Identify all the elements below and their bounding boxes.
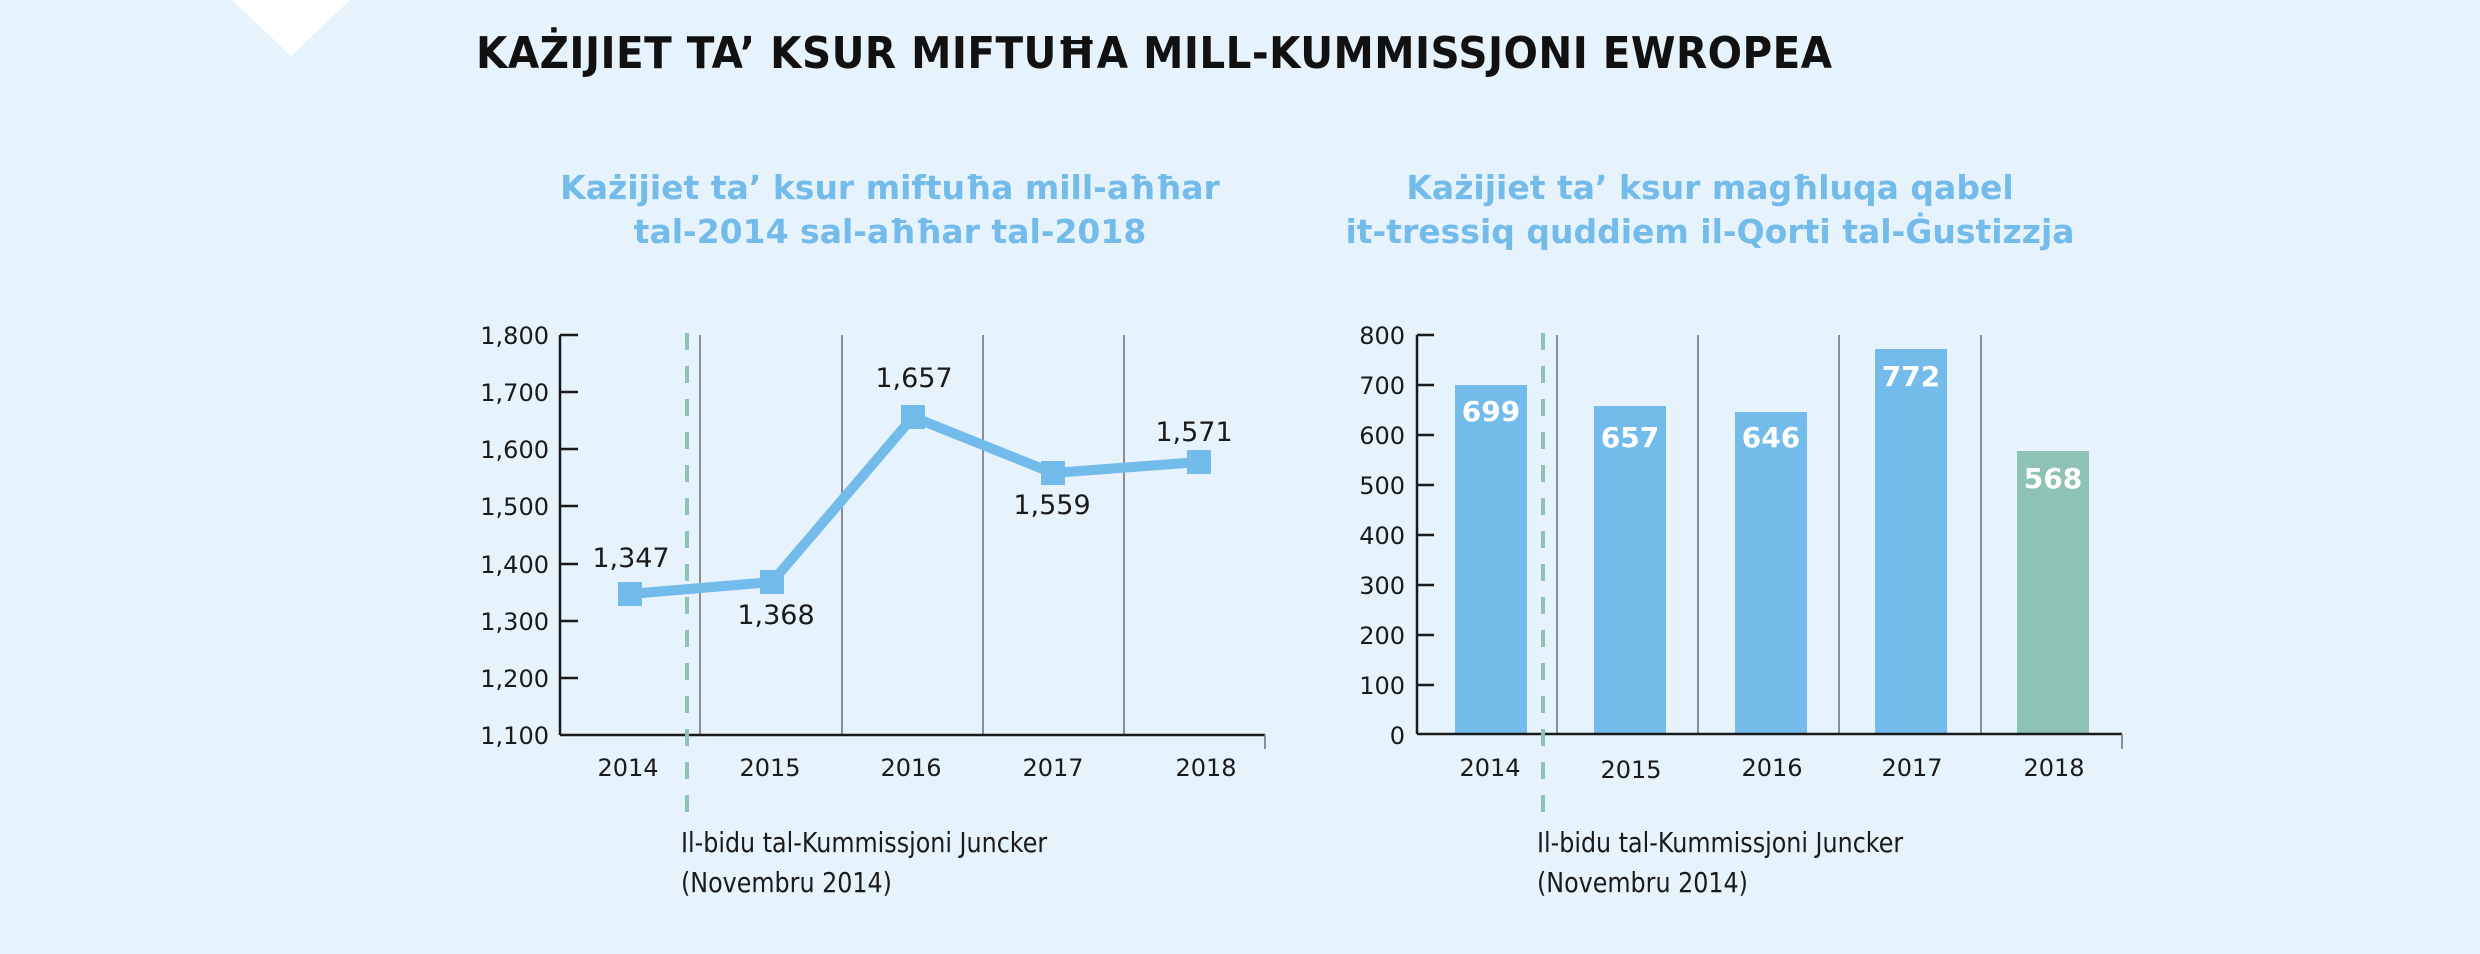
data-label: 1,657 xyxy=(875,363,952,394)
y-tick-label: 400 xyxy=(1359,522,1405,550)
bar-value-label: 699 xyxy=(1462,395,1520,428)
y-tick-label: 0 xyxy=(1390,722,1405,750)
data-point-2014 xyxy=(618,582,642,606)
y-tick-label: 1,300 xyxy=(480,608,549,636)
bar-value-label: 568 xyxy=(2024,462,2082,495)
line-chart-annotation: Il-bidu tal-Kummissjoni Juncker (Novembr… xyxy=(681,823,1047,903)
y-tick-label: 1,100 xyxy=(480,722,549,750)
line-chart-gridlines xyxy=(699,335,1125,735)
annotation-line2: (Novembru 2014) xyxy=(681,866,892,899)
x-tick-label: 2016 xyxy=(1741,754,1802,782)
x-tick-label: 2015 xyxy=(1600,756,1661,784)
bars xyxy=(1455,349,2089,734)
data-label: 1,559 xyxy=(1013,490,1090,521)
bar-chart-gridlines xyxy=(1556,335,1982,734)
line-chart-title: Każijiet ta’ ksur miftuħa mill-aħħar tal… xyxy=(500,166,1280,254)
line-chart-axes xyxy=(558,335,1265,737)
y-tick-label: 200 xyxy=(1359,622,1405,650)
page-title: KAŻIJIET TA’ KSUR MIFTUĦA MILL-KUMMISSJO… xyxy=(476,28,1833,79)
line-chart: 1,800 1,700 1,600 1,500 1,400 1,300 1,20… xyxy=(480,322,1266,820)
x-tick-label: 2018 xyxy=(1175,754,1236,782)
bar-2017 xyxy=(1875,349,1947,734)
bar-chart-title-line2: it-tressiq quddiem il-Qorti tal-Ġustizzj… xyxy=(1345,212,2075,251)
annotation-line1: Il-bidu tal-Kummissjoni Juncker xyxy=(1537,826,1904,859)
y-tick-label: 1,500 xyxy=(480,493,549,521)
line-chart-y-ticks xyxy=(560,333,578,680)
annotation-line2: (Novembru 2014) xyxy=(1537,866,1748,899)
bar-chart: 699 657 646 772 568 800 700 600 500 400 xyxy=(1359,322,2123,820)
line-series xyxy=(629,411,1200,599)
data-label: 1,347 xyxy=(592,543,669,574)
x-tick-label: 2014 xyxy=(1459,754,1520,782)
bar-chart-annotation: Il-bidu tal-Kummissjoni Juncker (Novembr… xyxy=(1537,823,1903,903)
bar-2016 xyxy=(1735,412,1807,734)
data-point-2017 xyxy=(1041,461,1065,485)
y-tick-label: 1,800 xyxy=(480,322,549,350)
bar-value-labels: 699 657 646 772 568 xyxy=(1462,360,2082,495)
y-tick-label: 1,400 xyxy=(480,551,549,579)
x-tick-label: 2014 xyxy=(597,754,658,782)
y-tick-label: 1,600 xyxy=(480,436,549,464)
bar-chart-title-line1: Każijiet ta’ ksur magħluqa qabel xyxy=(1406,168,2014,207)
y-tick-label: 100 xyxy=(1359,672,1405,700)
bar-chart-y-labels: 800 700 600 500 400 300 200 100 0 xyxy=(1359,322,1405,750)
bar-value-label: 657 xyxy=(1601,421,1659,454)
y-tick-label: 1,200 xyxy=(480,665,549,693)
data-label: 1,368 xyxy=(737,600,814,631)
y-tick-label: 300 xyxy=(1359,572,1405,600)
x-tick-label: 2017 xyxy=(1022,754,1083,782)
data-point-2018 xyxy=(1187,450,1211,474)
x-tick-label: 2017 xyxy=(1881,754,1942,782)
bar-chart-x-labels: 2014 2015 2016 2017 2018 xyxy=(1459,754,2084,784)
bar-value-label: 772 xyxy=(1882,360,1940,393)
line-chart-y-labels: 1,800 1,700 1,600 1,500 1,400 1,300 1,20… xyxy=(480,322,549,750)
bar-2014 xyxy=(1455,385,1527,734)
data-point-2015 xyxy=(760,570,784,594)
data-point-2016 xyxy=(901,405,925,429)
y-tick-label: 800 xyxy=(1359,322,1405,350)
x-tick-label: 2015 xyxy=(739,754,800,782)
y-tick-label: 600 xyxy=(1359,422,1405,450)
top-notch-decoration xyxy=(232,0,350,56)
bar-2018 xyxy=(2017,451,2089,734)
y-tick-label: 500 xyxy=(1359,472,1405,500)
x-tick-label: 2016 xyxy=(880,754,941,782)
annotation-line1: Il-bidu tal-Kummissjoni Juncker xyxy=(681,826,1048,859)
y-tick-label: 1,700 xyxy=(480,379,549,407)
y-tick-label: 700 xyxy=(1359,372,1405,400)
bar-chart-y-ticks xyxy=(1417,333,1434,687)
line-chart-title-line1: Każijiet ta’ ksur miftuħa mill-aħħar xyxy=(560,168,1220,207)
line-chart-x-labels: 2014 2015 2016 2017 2018 xyxy=(597,754,1236,782)
x-tick-label: 2018 xyxy=(2023,754,2084,782)
line-data-labels: 1,347 1,368 1,657 1,559 1,571 xyxy=(592,363,1232,631)
bar-chart-title: Każijiet ta’ ksur magħluqa qabel it-tres… xyxy=(1320,166,2100,254)
bar-value-label: 646 xyxy=(1742,421,1800,454)
bar-2015 xyxy=(1594,406,1666,734)
line-markers xyxy=(618,405,1211,606)
line-chart-title-line2: tal-2014 sal-aħħar tal-2018 xyxy=(633,212,1147,251)
data-label: 1,571 xyxy=(1155,417,1232,448)
